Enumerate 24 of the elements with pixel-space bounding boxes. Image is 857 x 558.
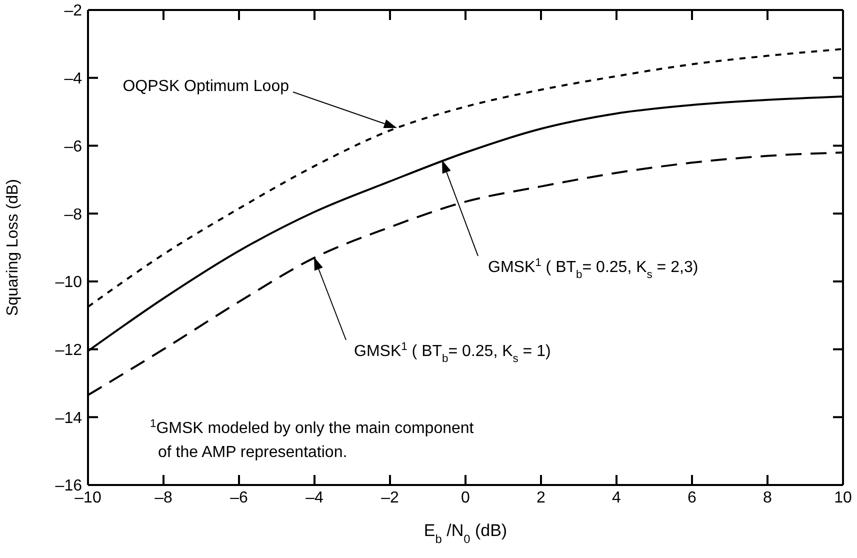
x-tick-label: –4 — [306, 489, 324, 506]
x-tick-label: 4 — [612, 489, 622, 506]
annotation: OQPSK Optimum Loop — [122, 78, 290, 95]
x-tick-label: –2 — [381, 489, 399, 506]
annotation: GMSK$^{1}$ ( BT$_{b}$= 0.25, K$_{s}$ = 1) — [354, 341, 551, 365]
x-tick-label: 0 — [461, 489, 470, 506]
y-axis-title: Squaring Loss (dB) — [4, 179, 22, 316]
y-tick-label: –16 — [55, 478, 82, 495]
y-tick-label: –14 — [55, 410, 82, 427]
y-tick-label: –4 — [64, 70, 82, 88]
annotation: $^{1}$GMSK modeled by only the main component of the AMP representation. — [150, 418, 474, 461]
y-tick-label: –6 — [64, 138, 82, 156]
y-tick-label: –12 — [55, 342, 82, 359]
annotation: GMSK$^{1}$ ( BT$_{b}$= 0.25, K$_{s}$ = 2,3) — [488, 257, 698, 281]
x-tick-label: 8 — [763, 489, 772, 506]
x-tick-label: –8 — [154, 489, 172, 506]
y-tick-label: –8 — [64, 206, 82, 224]
x-tick-label: 2 — [536, 489, 546, 506]
x-axis-title: E$_{b}$ /N$_{0}$ (dB) — [424, 521, 508, 546]
y-tick-label: –2 — [64, 2, 82, 20]
x-tick-label: –6 — [230, 489, 248, 506]
x-tick-label: 10 — [834, 489, 852, 506]
y-tick-label: –10 — [55, 274, 82, 292]
x-tick-label: 6 — [688, 489, 697, 506]
